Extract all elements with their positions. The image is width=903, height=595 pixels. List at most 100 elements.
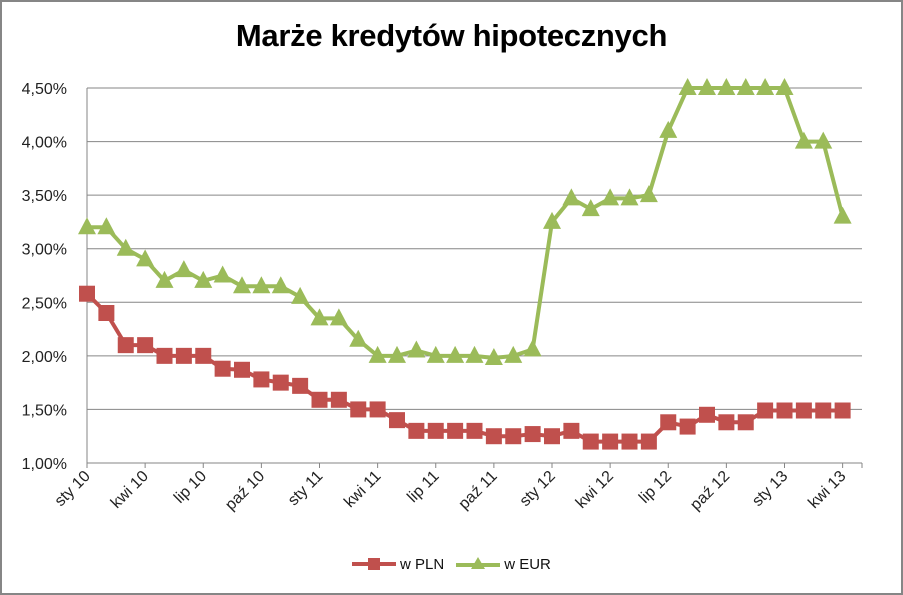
triangle-marker-icon [523,339,542,357]
legend-item-pln: w PLN [352,556,444,573]
square-marker-icon [834,402,851,419]
square-marker-icon [156,347,173,364]
square-marker-icon [524,426,541,443]
x-tick-label: kwi 13 [805,468,849,512]
x-tick-label: kwi 10 [108,468,152,512]
triangle-marker-icon [194,270,213,288]
triangle-marker-icon [659,120,678,138]
square-marker-icon [350,401,367,418]
square-marker-icon [292,377,309,394]
legend: w PLN w EUR [352,553,563,575]
y-tick-label: 1,00% [22,456,67,473]
square-marker-icon [175,347,192,364]
square-marker-icon [795,402,812,419]
x-tick-label: kwi 12 [573,468,617,512]
square-marker-icon [427,422,444,439]
y-tick-label: 1,50% [22,402,67,419]
triangle-marker-icon [794,131,813,149]
triangle-marker-icon [736,78,755,95]
square-marker-icon [447,422,464,439]
triangle-marker-icon [814,131,833,149]
triangle-marker-icon [291,286,310,304]
triangle-marker-icon [581,199,600,217]
x-tick-label: sty 11 [285,468,326,509]
triangle-marker-icon [775,78,794,95]
triangle-marker-icon [271,276,290,294]
chart-title: Marże kredytów hipotecznych [235,18,668,53]
x-tick-label: lip 11 [404,468,442,506]
y-tick-label: 4,00% [22,135,67,152]
square-marker-icon [718,414,735,431]
triangle-marker-icon [446,345,465,363]
x-axis-labels: sty 10 kwi 10 lip 10 paź 10 sty 11 kwi 11 lip … [52,468,850,514]
triangle-marker-icon [329,308,348,326]
triangle-marker-icon [213,265,232,283]
triangle-marker-icon [639,185,658,203]
triangle-marker-icon [717,78,736,95]
triangle-marker-icon [174,260,193,278]
triangle-marker-icon [388,345,406,363]
square-marker-icon [330,391,347,408]
x-tick-label: paź 11 [456,468,501,513]
triangle-marker-icon [833,206,852,224]
square-marker-icon [737,414,754,431]
x-tick-label: sty 12 [517,468,559,510]
triangle-marker-icon [601,188,620,206]
square-marker-icon [311,391,328,408]
square-marker-icon [815,402,832,419]
triangle-marker-icon [407,340,426,358]
series-w-pln [79,285,851,450]
square-marker-icon [352,558,396,570]
square-marker-icon [272,374,289,391]
triangle-marker-icon [155,270,174,288]
y-tick-label: 2,00% [22,349,67,366]
y-tick-label: 3,50% [22,188,67,205]
square-marker-icon [214,360,231,377]
triangle-marker-icon [620,188,639,206]
legend-label-pln: w PLN [400,555,445,573]
square-marker-icon [195,347,212,364]
square-marker-icon [582,433,599,450]
x-tick-label: lip 12 [636,468,675,507]
triangle-marker-icon [698,78,716,95]
square-marker-icon [699,406,715,423]
x-tick-label: sty 10 [52,468,94,510]
square-marker-icon [369,401,386,418]
square-marker-icon [79,285,95,302]
triangle-marker-icon [484,348,503,365]
triangle-marker-icon [136,249,155,267]
square-marker-icon [137,337,154,354]
triangle-marker-icon [233,276,251,294]
y-axis-labels: 1,00% 1,50% 2,00% 2,50% 3,00% 3,50% 4,00% 4,50% [22,81,67,473]
series-w-eur [78,78,852,365]
triangle-marker-icon [465,345,484,363]
square-marker-icon [757,402,774,419]
x-tick-label: sty 13 [749,468,791,510]
square-marker-icon [563,422,580,439]
square-marker-icon [117,337,134,354]
square-marker-icon [660,414,677,431]
square-marker-icon [466,422,483,439]
square-marker-icon [621,433,638,450]
square-marker-icon [544,428,560,445]
square-marker-icon [485,428,502,445]
square-marker-icon [234,361,250,378]
triangle-marker-icon [368,345,387,363]
square-marker-icon [640,433,657,450]
x-tick-label: paź 10 [222,468,268,514]
square-marker-icon [389,412,405,429]
legend-item-eur: w EUR [456,556,551,573]
square-marker-icon [98,305,115,321]
axes [86,88,863,468]
triangle-marker-icon [562,188,581,206]
y-tick-label: 2,50% [22,295,67,312]
square-marker-icon [505,428,522,445]
gridlines [87,87,862,410]
square-marker-icon [408,422,425,439]
triangle-marker-icon [116,238,135,256]
square-marker-icon [679,418,696,435]
y-tick-label: 4,50% [22,81,67,98]
square-marker-icon [602,433,619,450]
